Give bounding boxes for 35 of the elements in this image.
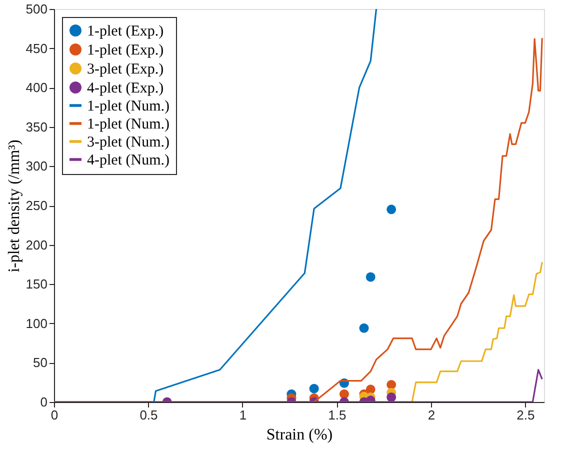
y-tick-label: 200 [26, 237, 48, 252]
point [386, 392, 396, 402]
legend-label: 4-plet (Num.) [87, 152, 170, 168]
legend-label: 1-plet (Exp.) [87, 42, 164, 58]
y-tick-label: 100 [26, 316, 48, 331]
point [309, 384, 319, 394]
point [386, 204, 396, 214]
x-axis-title: Strain (%) [266, 426, 333, 444]
y-tick-label: 350 [26, 119, 48, 134]
y-tick-label: 0 [40, 394, 48, 410]
y-tick-label: 150 [26, 276, 48, 292]
legend-label: 4-plet (Exp.) [87, 80, 164, 96]
y-tick-label: 250 [26, 198, 48, 213]
legend-label: 1-plet (Num.) [87, 98, 170, 114]
point [359, 323, 369, 333]
x-tick-label: 1 [239, 408, 247, 422]
x-tick-label: 0.5 [140, 408, 158, 422]
y-tick-label: 50 [33, 355, 48, 370]
point [339, 389, 349, 399]
legend-label: 1-plet (Exp.) [87, 24, 164, 40]
y-tick-label: 400 [26, 80, 48, 96]
x-tick-label: 2 [428, 408, 436, 422]
point [366, 272, 376, 282]
y-tick-label: 450 [26, 40, 48, 56]
x-tick-label: 1.5 [328, 408, 346, 422]
y-axis-title: i-plet density (/mm³) [6, 140, 23, 272]
legend-label: 3-plet (Num.) [87, 134, 170, 150]
point [366, 384, 376, 394]
y-tick-label: 300 [26, 158, 48, 174]
x-tick-label: 0 [50, 408, 58, 422]
x-tick-label: 2.5 [516, 408, 535, 422]
point [386, 380, 396, 390]
y-tick-label: 500 [26, 2, 48, 16]
legend-label: 3-plet (Exp.) [87, 62, 164, 78]
legend-label: 1-plet (Num.) [87, 116, 170, 132]
